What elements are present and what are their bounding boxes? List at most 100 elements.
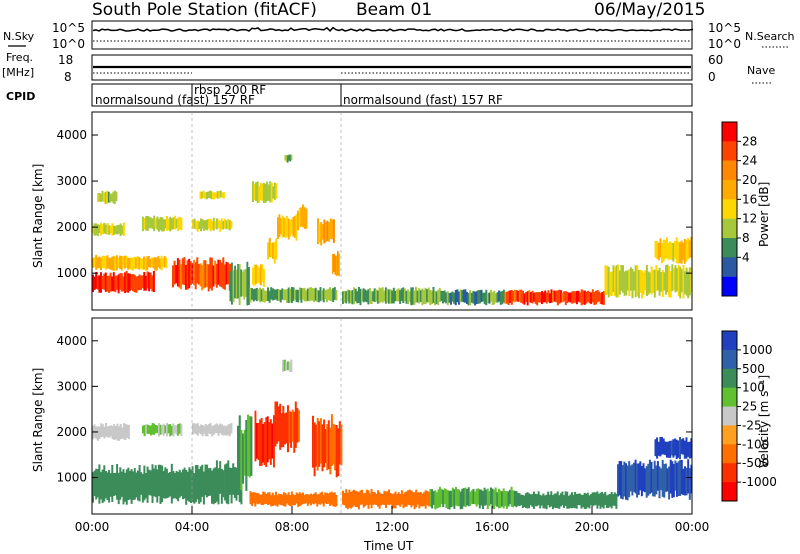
heatmap-strip [669,440,672,458]
heatmap-cell [312,414,343,478]
heatmap-strip [192,219,194,229]
heatmap-strip [687,442,690,457]
heatmap-strip [95,426,98,439]
heatmap-strip [225,463,228,504]
heatmap-strip [416,290,419,303]
heatmap-strip [274,401,277,447]
heatmap-strip [296,408,299,443]
heatmap-strip [478,290,481,304]
heatmap-strip [298,287,301,300]
heatmap-strip [241,271,244,297]
heatmap-strip [114,275,117,293]
heatmap-strip [445,292,448,304]
heatmap-strip [108,257,110,269]
heatmap-strip [141,275,144,289]
heatmap-strip [323,419,326,468]
heatmap-strip [295,214,298,241]
heatmap-strip [143,272,146,291]
heatmap-strip [128,257,131,269]
heatmap-strip [324,290,327,300]
heatmap-strip [290,491,293,506]
heatmap-strip [133,274,136,293]
heatmap-strip [201,425,204,437]
heatmap-strip [162,470,165,499]
heatmap-strip [270,243,273,258]
heatmap-strip [259,287,261,303]
heatmap-strip [169,472,172,497]
heatmap-strip [292,494,295,506]
velocity-colorbar-ticks: 1000 500 100 25 -25 -100 -500 -1000 [737,343,777,489]
heatmap-strip [207,468,210,497]
heatmap-strip [532,491,535,509]
heatmap-strip [389,289,392,304]
heatmap-strip [338,421,341,465]
heatmap-strip [164,467,167,499]
heatmap-strip [219,423,222,434]
heatmap-strip [180,424,183,437]
heatmap-strip [626,270,629,291]
heatmap-strip [598,493,600,506]
heatmap-strip [174,215,176,230]
heatmap-strip [117,257,120,268]
heatmap-strip [267,184,270,201]
heatmap-strip [533,292,536,302]
heatmap-strip [376,290,379,304]
heatmap-strip [326,220,329,242]
heatmap-strip [185,264,187,290]
heatmap-strip [100,222,103,236]
heatmap-strip [103,256,106,269]
heatmap-strip [415,287,417,303]
y-tick-label: 3000 [56,379,87,393]
heatmap-strip [550,491,553,507]
heatmap-strip [285,412,288,444]
heatmap-strip [438,288,441,302]
heatmap-strip [119,273,122,290]
heatmap-strip [115,191,118,202]
heatmap-strip [104,256,107,270]
heatmap-strip [106,275,109,292]
heatmap-strip [648,459,651,495]
heatmap-strip [575,290,578,305]
heatmap-strip [397,492,400,506]
heatmap-strip [233,467,236,498]
heatmap-strip [588,291,591,304]
heatmap-strip [394,291,397,302]
heatmap-strip [282,405,285,448]
heatmap-strip [566,491,569,509]
heatmap-strip [156,425,159,434]
heatmap-strip [640,466,643,497]
heatmap-strip [669,241,672,260]
heatmap-strip [147,255,150,267]
heatmap-strip [335,495,338,507]
heatmap-strip [276,401,279,444]
heatmap-strip [227,262,230,285]
heatmap-strip [217,425,220,436]
heatmap-strip [201,219,204,229]
heatmap-strip [113,424,116,440]
heatmap-strip [215,192,218,198]
heatmap-strip [418,288,421,304]
heatmap-strip [475,488,478,507]
heatmap-strip [104,272,107,292]
heatmap-strip [302,204,305,228]
heatmap-strip [97,193,99,203]
heatmap-strip [583,290,586,305]
heatmap-strip [337,250,339,276]
heatmap-strip [618,270,621,295]
heatmap-strip [146,424,149,434]
heatmap-strip [204,260,207,288]
heatmap-strip [480,289,483,302]
heatmap-strip [461,290,464,302]
heatmap-strip [101,255,104,269]
heatmap-strip [156,469,159,503]
heatmap-strip [158,218,160,232]
heatmap-strip [290,287,293,304]
heatmap-strip [101,224,104,235]
heatmap-strip [349,290,352,304]
heatmap-strip [105,423,107,437]
heatmap-strip [551,495,554,510]
heatmap-strip [202,471,205,505]
heatmap-strip [212,192,214,200]
y-tick-label: 2000 [56,220,87,234]
